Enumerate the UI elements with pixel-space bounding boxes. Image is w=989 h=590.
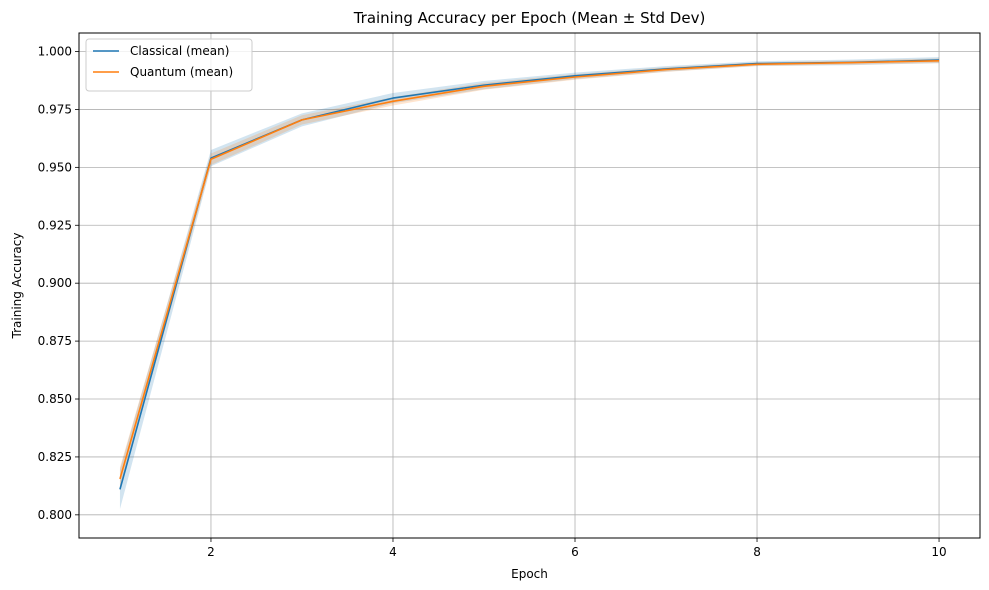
y-tick-label: 0.975 <box>38 102 72 116</box>
x-tick-label: 10 <box>931 545 946 559</box>
legend-box <box>85 38 253 92</box>
series-line-1 <box>119 59 940 480</box>
plot-frame <box>78 32 981 539</box>
legend-label: Classical (mean) <box>130 44 229 58</box>
y-tick-label: 1.000 <box>38 45 72 59</box>
y-axis-label: Training Accuracy <box>10 233 24 340</box>
y-tick-label: 0.925 <box>38 218 72 232</box>
legend: Classical (mean) Quantum (mean) <box>85 38 253 92</box>
y-tick-label: 0.800 <box>38 508 72 522</box>
grid <box>79 33 980 538</box>
series-lines <box>119 59 940 490</box>
y-tick-label: 0.850 <box>38 392 72 406</box>
y-tick-label: 0.950 <box>38 160 72 174</box>
x-tick-label: 8 <box>753 545 761 559</box>
x-tick-label: 6 <box>571 545 579 559</box>
y-tick-label: 0.900 <box>38 276 72 290</box>
x-tick-label: 2 <box>207 545 215 559</box>
y-tick-label: 0.875 <box>38 334 72 348</box>
x-tick-label: 4 <box>389 545 397 559</box>
axis-ticks: 2 4 6 8 10 0.800 0.825 0.850 0.875 0.900 0.925 0.95… <box>38 45 947 559</box>
legend-label: Quantum (mean) <box>130 65 233 79</box>
y-tick-label: 0.825 <box>38 450 72 464</box>
x-axis-label: Epoch <box>511 567 548 581</box>
chart-title: Training Accuracy per Epoch (Mean ± Std … <box>353 9 706 27</box>
